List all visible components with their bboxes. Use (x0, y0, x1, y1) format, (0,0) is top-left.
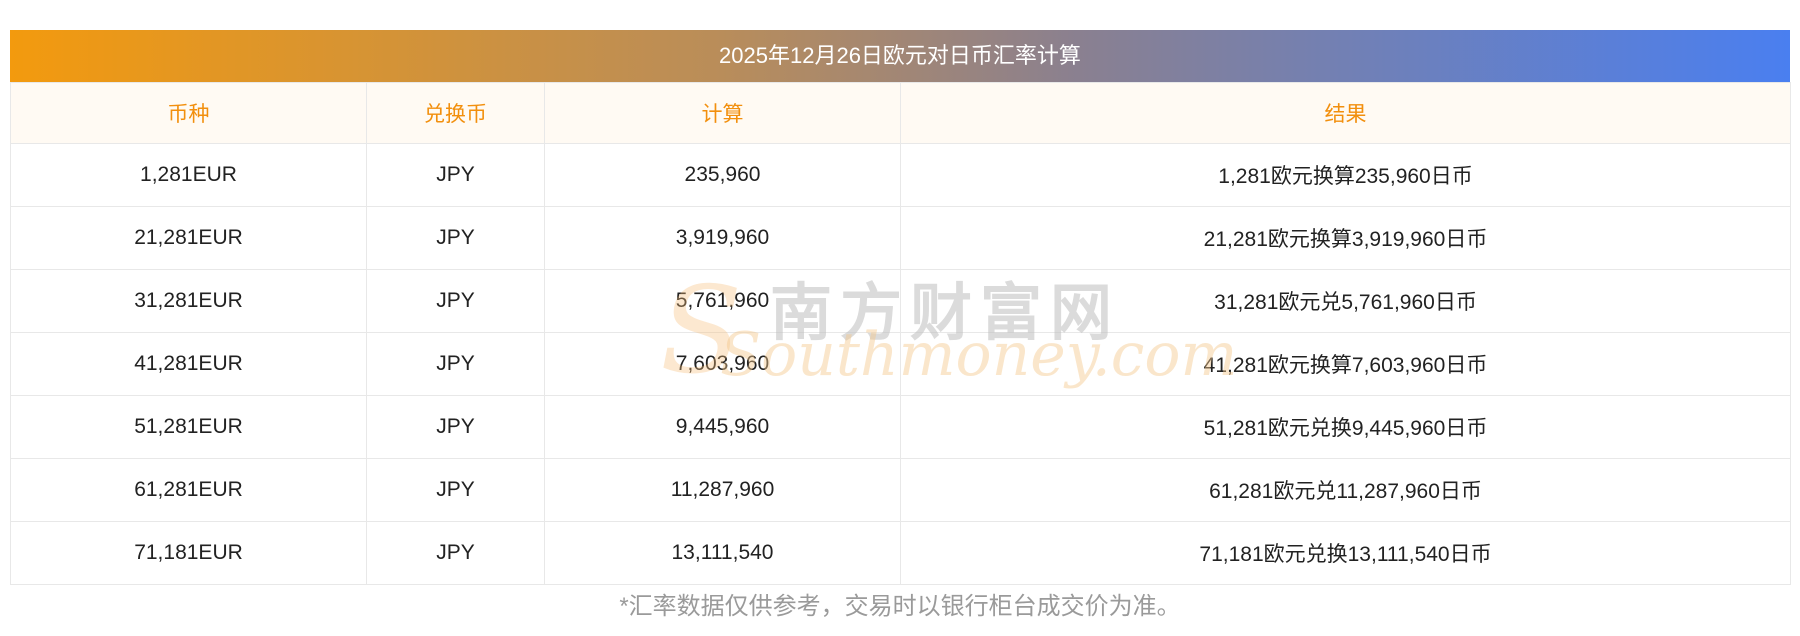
cell-target-currency: JPY (366, 395, 545, 459)
table-row: 41,281EUR JPY 7,603,960 41,281欧元换算7,603,… (10, 332, 1791, 396)
cell-result: 21,281欧元换算3,919,960日币 (900, 206, 1791, 270)
cell-currency: 31,281EUR (10, 269, 367, 333)
header-result: 结果 (900, 82, 1791, 144)
cell-target-currency: JPY (366, 458, 545, 522)
table-header-row: 币种 兑换币 计算 结果 (10, 82, 1791, 144)
table-row: 71,181EUR JPY 13,111,540 71,181欧元兑换13,11… (10, 521, 1791, 585)
cell-calculation: 235,960 (544, 143, 901, 207)
cell-currency: 41,281EUR (10, 332, 367, 396)
cell-target-currency: JPY (366, 332, 545, 396)
disclaimer-note: *汇率数据仅供参考，交易时以银行柜台成交价为准。 (619, 593, 1181, 620)
cell-target-currency: JPY (366, 269, 545, 333)
rate-table-container: 2025年12月26日欧元对日币汇率计算 币种 兑换币 计算 结果 1,281E… (10, 30, 1791, 585)
cell-currency: 51,281EUR (10, 395, 367, 459)
cell-calculation: 3,919,960 (544, 206, 901, 270)
header-currency: 币种 (10, 82, 367, 144)
cell-target-currency: JPY (366, 143, 545, 207)
cell-currency: 21,281EUR (10, 206, 367, 270)
cell-result: 71,181欧元兑换13,111,540日币 (900, 521, 1791, 585)
table-row: 51,281EUR JPY 9,445,960 51,281欧元兑换9,445,… (10, 395, 1791, 459)
cell-currency: 61,281EUR (10, 458, 367, 522)
cell-target-currency: JPY (366, 206, 545, 270)
cell-result: 31,281欧元兑5,761,960日币 (900, 269, 1791, 333)
cell-calculation: 13,111,540 (544, 521, 901, 585)
table-row: 61,281EUR JPY 11,287,960 61,281欧元兑11,287… (10, 458, 1791, 522)
cell-calculation: 11,287,960 (544, 458, 901, 522)
header-target-currency: 兑换币 (366, 82, 545, 144)
rate-table: 币种 兑换币 计算 结果 1,281EUR JPY 235,960 1,281欧… (10, 82, 1791, 585)
table-row: 31,281EUR JPY 5,761,960 31,281欧元兑5,761,9… (10, 269, 1791, 333)
cell-calculation: 9,445,960 (544, 395, 901, 459)
cell-calculation: 5,761,960 (544, 269, 901, 333)
table-title: 2025年12月26日欧元对日币汇率计算 (10, 30, 1790, 82)
cell-target-currency: JPY (366, 521, 545, 585)
table-row: 21,281EUR JPY 3,919,960 21,281欧元换算3,919,… (10, 206, 1791, 270)
cell-result: 1,281欧元换算235,960日币 (900, 143, 1791, 207)
table-row: 1,281EUR JPY 235,960 1,281欧元换算235,960日币 (10, 143, 1791, 207)
cell-result: 61,281欧元兑11,287,960日币 (900, 458, 1791, 522)
cell-result: 51,281欧元兑换9,445,960日币 (900, 395, 1791, 459)
cell-currency: 71,181EUR (10, 521, 367, 585)
header-calculation: 计算 (544, 82, 901, 144)
cell-currency: 1,281EUR (10, 143, 367, 207)
cell-calculation: 7,603,960 (544, 332, 901, 396)
cell-result: 41,281欧元换算7,603,960日币 (900, 332, 1791, 396)
